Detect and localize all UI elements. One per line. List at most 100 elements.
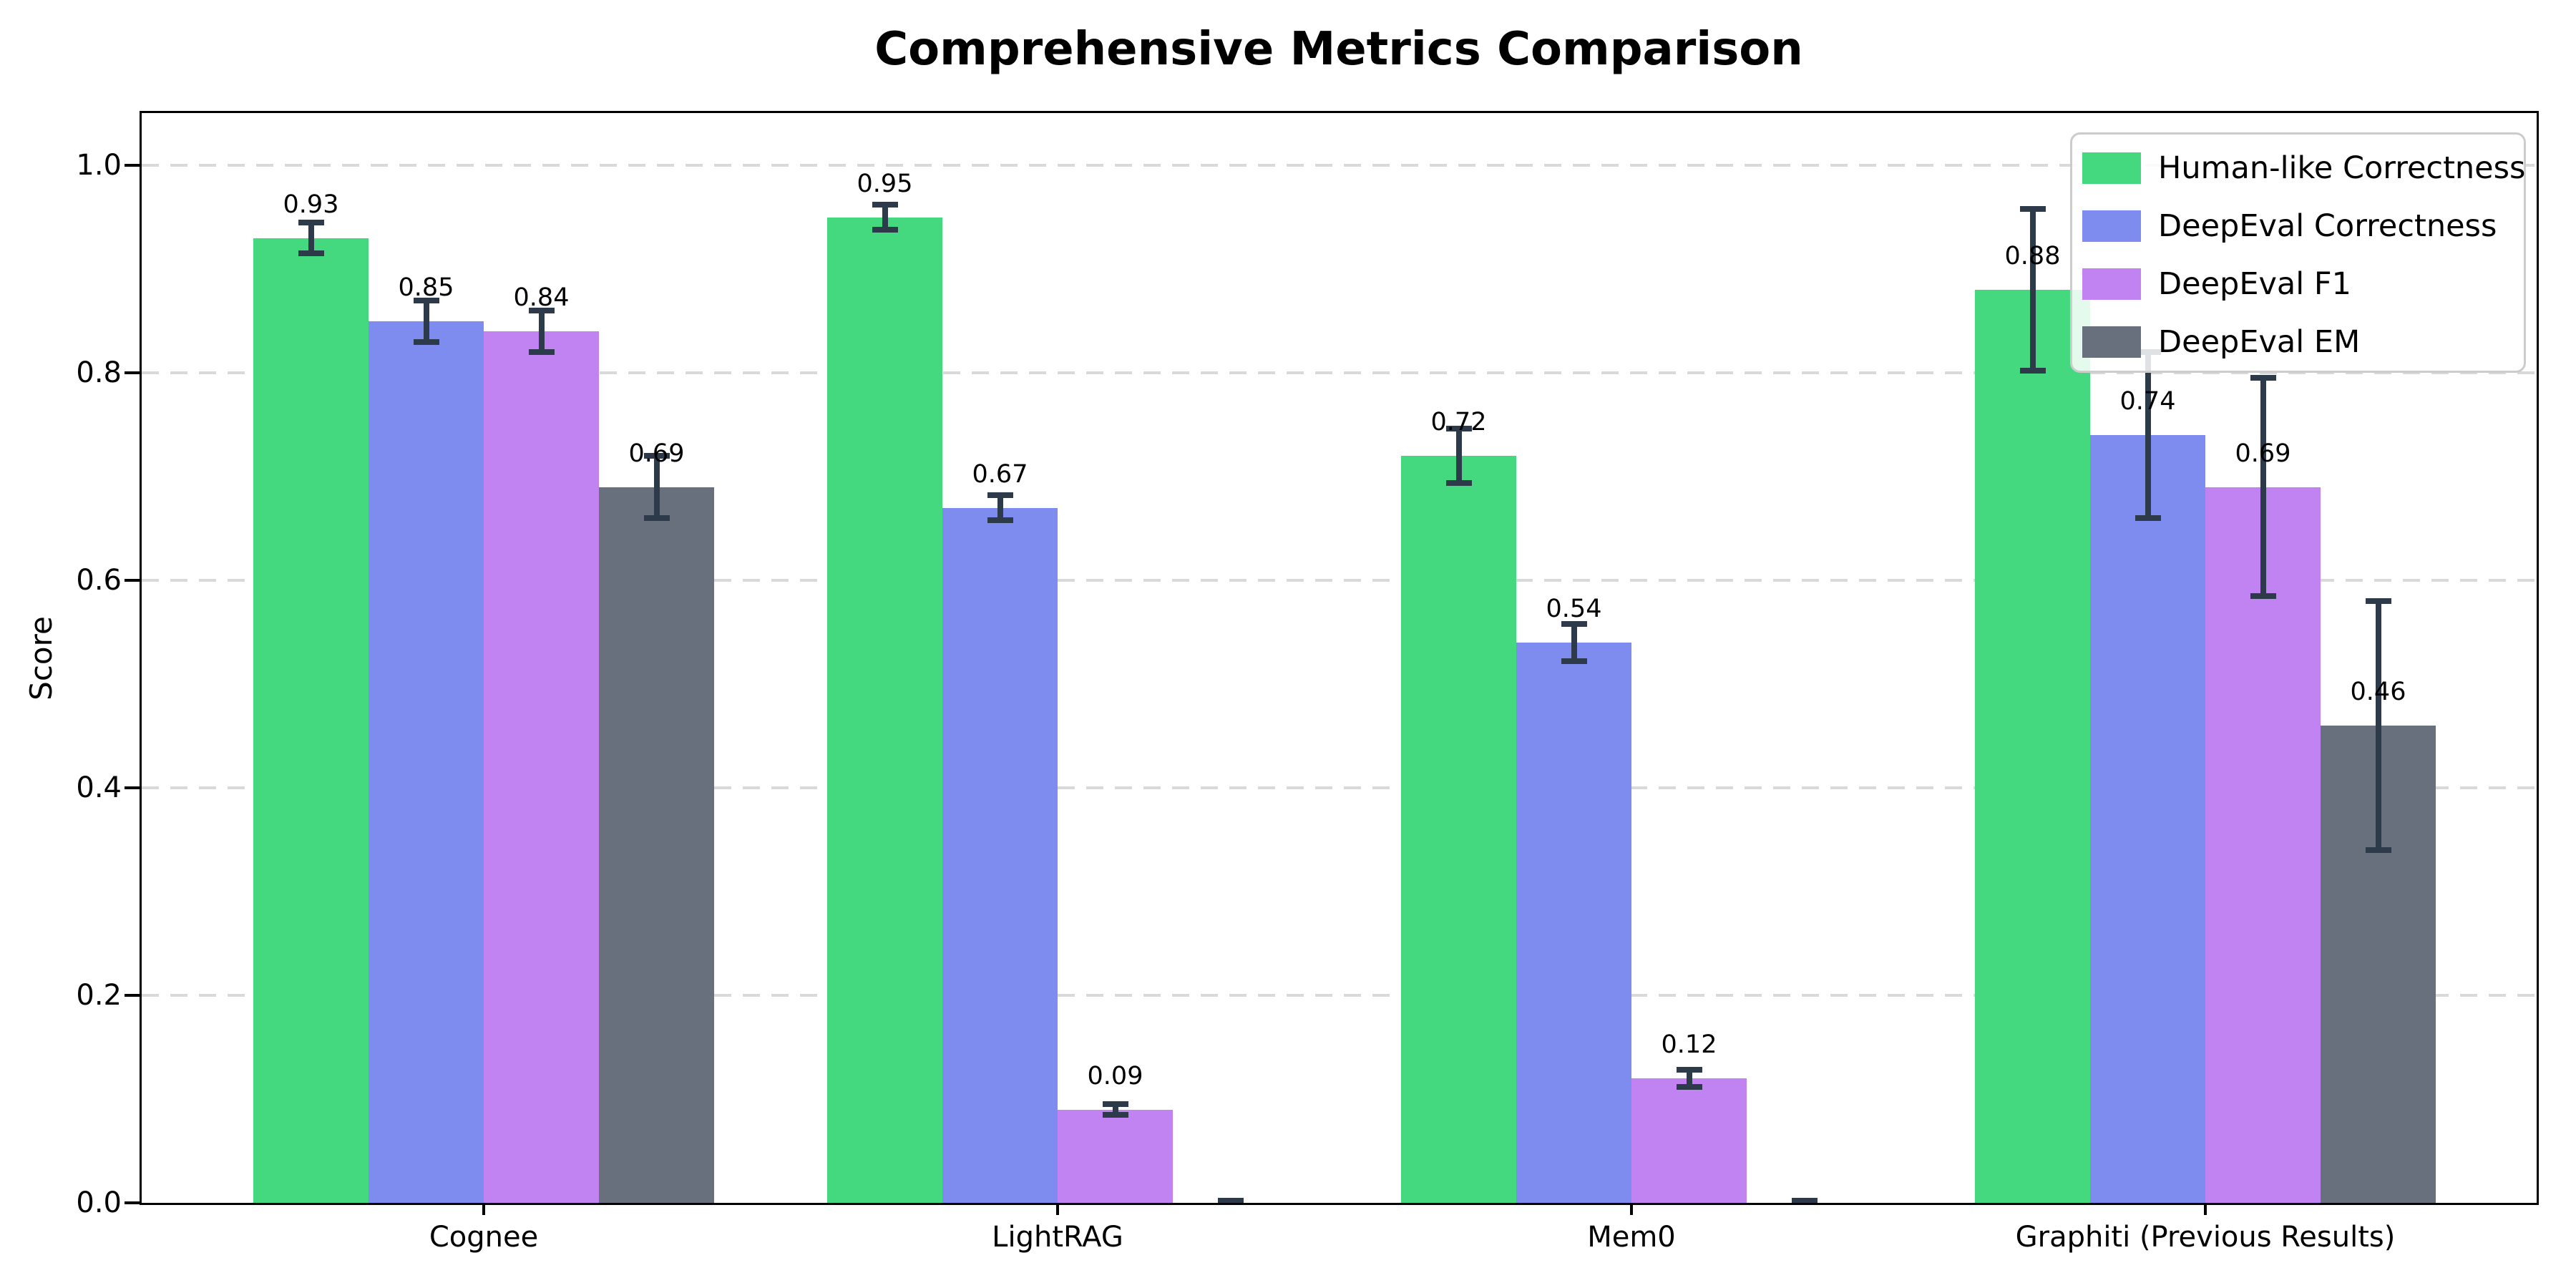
error-bar-line [882,205,888,230]
legend-label: Human-like Correctness [2158,150,2526,186]
error-bar-line [653,456,660,518]
error-bar-cap-top [1791,1198,1818,1203]
bar [827,217,942,1203]
error-bar-line [2260,378,2266,596]
legend-swatch [2082,210,2141,242]
error-bar-line [2375,601,2381,850]
error-bar-line [1112,1104,1118,1115]
error-bar-cap-bottom [2250,592,2276,599]
bar [1516,643,1631,1203]
x-tick-label: LightRAG [992,1221,1123,1254]
y-tick-label: 1.0 [76,149,122,182]
bar-value-label: 0.67 [972,459,1028,489]
bar-value-label: 0.69 [628,439,685,468]
bar-value-label: 0.12 [1661,1030,1717,1059]
bar-value-label: 0.88 [2004,242,2061,270]
gridline [142,371,2537,374]
error-bar-cap-bottom [298,250,324,257]
x-tick-label: Cognee [429,1221,539,1254]
gridline [142,994,2537,997]
error-bar-cap-bottom [1791,1201,1818,1203]
y-tick-label: 0.2 [76,979,122,1012]
x-tick-label: Mem0 [1587,1221,1676,1254]
error-bar-cap-bottom [528,349,555,355]
error-bar-line [538,311,545,352]
y-axis-title: Score [24,616,59,701]
bar-value-label: 0.69 [2235,439,2291,468]
x-tick-mark [1056,1203,1059,1215]
gridline [142,164,2537,167]
error-bar-line [1571,623,1577,662]
y-tick-mark [125,579,140,582]
error-bar-cap-top [2365,598,2391,604]
bar-value-label: 0.46 [2350,678,2406,706]
error-bar-cap-bottom [987,517,1013,523]
bar [1058,1109,1173,1203]
y-tick-label: 0.6 [76,564,122,597]
x-tick-label: Graphiti (Previous Results) [2015,1221,2396,1254]
bar-value-label: 0.09 [1087,1061,1143,1091]
x-tick-mark [2204,1203,2207,1215]
error-bar-cap-bottom [2135,515,2161,521]
bar [2090,435,2205,1203]
y-tick-mark [125,164,140,167]
error-bar-cap-top [1561,620,1587,627]
y-tick-mark [125,786,140,789]
error-bar-line [1686,1070,1692,1087]
bar [1401,456,1516,1203]
legend-label: DeepEval Correctness [2158,208,2497,244]
gridline [142,786,2537,789]
error-bar-cap-top [987,492,1013,499]
bar-value-label: 0.74 [2119,387,2176,416]
error-bar-cap-top [298,219,324,225]
bar-value-label: 0.84 [513,283,570,312]
y-tick-mark [125,994,140,997]
error-bar-cap-bottom [2019,368,2046,374]
error-bar-line [423,300,429,342]
legend-item: DeepEval EM [2072,313,2524,371]
error-bar-cap-top [2250,375,2276,381]
legend-swatch [2082,268,2141,300]
chart-title: Comprehensive Metrics Comparison [874,23,1803,76]
bar [1631,1078,1747,1203]
bar-value-label: 0.93 [283,190,339,219]
bar [253,238,369,1203]
error-bar-cap-top [1217,1198,1244,1203]
legend-swatch [2082,326,2141,358]
bar-value-label: 0.72 [1430,408,1487,436]
legend-item: Human-like Correctness [2072,139,2526,197]
error-bar-cap-top [528,308,555,313]
x-tick-mark [482,1203,485,1215]
error-bar-cap-top [1102,1101,1128,1108]
bar [1975,290,2090,1203]
legend-item: DeepEval Correctness [2072,197,2524,255]
y-tick-label: 0.8 [76,356,122,389]
error-bar-cap-bottom [1561,658,1587,665]
y-tick-mark [125,371,140,374]
error-bar-line [2029,208,2036,371]
gridline [142,579,2537,582]
error-bar-line [2145,352,2151,518]
error-bar-cap-bottom [1676,1083,1702,1090]
bar [484,331,599,1203]
bar-value-label: 0.95 [857,169,913,198]
error-bar-cap-bottom [872,226,898,233]
y-tick-label: 0.0 [76,1186,122,1219]
legend-swatch [2082,152,2141,184]
error-bar-cap-top [1676,1067,1702,1073]
y-tick-mark [125,1201,140,1204]
bar [2205,487,2321,1203]
error-bar-cap-bottom [413,338,439,345]
error-bar-cap-bottom [1445,479,1472,486]
bar [942,507,1058,1203]
error-bar-cap-bottom [643,515,670,521]
error-bar-cap-bottom [1217,1201,1244,1203]
bar-value-label: 0.54 [1546,595,1602,623]
bar [369,321,484,1203]
error-bar-cap-top [413,297,439,303]
legend-item: DeepEval F1 [2072,255,2524,313]
error-bar-cap-top [872,202,898,208]
legend-label: DeepEval EM [2158,323,2361,360]
error-bar-cap-top [1445,426,1472,432]
